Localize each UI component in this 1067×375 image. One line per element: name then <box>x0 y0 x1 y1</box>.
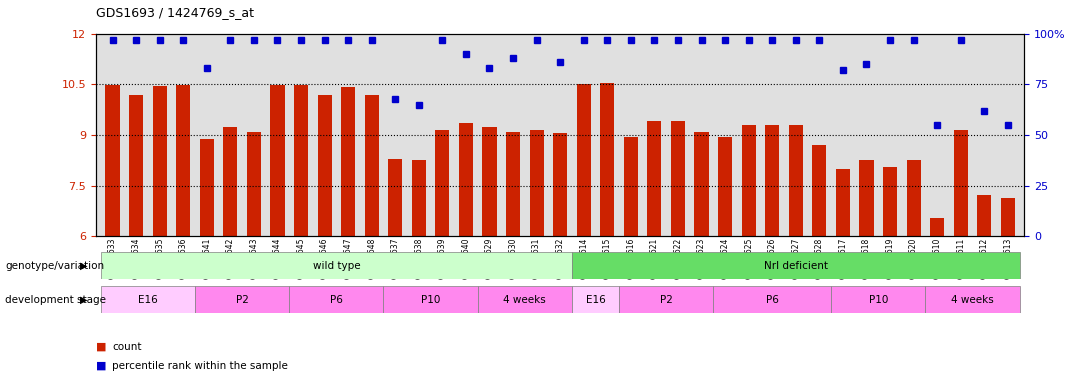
Bar <box>883 167 897 236</box>
Bar <box>388 159 402 236</box>
Bar <box>106 86 120 236</box>
Bar <box>714 286 831 313</box>
Bar <box>223 127 237 236</box>
Bar <box>459 123 473 236</box>
Text: count: count <box>112 342 142 352</box>
Bar <box>954 130 968 236</box>
Bar <box>925 286 1020 313</box>
Bar <box>977 195 991 236</box>
Bar <box>624 137 638 236</box>
Text: Nrl deficient: Nrl deficient <box>764 261 828 271</box>
Bar <box>341 87 355 236</box>
Bar <box>435 130 449 236</box>
Bar <box>383 286 478 313</box>
Bar <box>506 132 520 236</box>
Bar <box>553 133 568 236</box>
Bar <box>831 286 925 313</box>
Text: P6: P6 <box>766 295 779 304</box>
Text: genotype/variation: genotype/variation <box>5 261 105 271</box>
Text: E16: E16 <box>586 295 605 304</box>
Bar <box>478 286 572 313</box>
Bar <box>195 286 289 313</box>
Bar <box>742 125 755 236</box>
Text: 4 weeks: 4 weeks <box>504 295 546 304</box>
Bar <box>412 160 426 236</box>
Bar <box>129 94 143 236</box>
Bar <box>176 86 190 236</box>
Text: 4 weeks: 4 weeks <box>951 295 993 304</box>
Bar <box>289 286 383 313</box>
Bar <box>930 217 944 236</box>
Bar <box>200 139 213 236</box>
Text: P10: P10 <box>869 295 888 304</box>
Bar <box>100 286 195 313</box>
Bar <box>270 86 285 236</box>
Bar <box>293 86 308 236</box>
Text: P2: P2 <box>659 295 672 304</box>
Bar <box>619 286 714 313</box>
Text: E16: E16 <box>138 295 158 304</box>
Text: P10: P10 <box>420 295 441 304</box>
Bar <box>529 130 544 236</box>
Bar <box>153 86 166 236</box>
Bar <box>482 127 496 236</box>
Bar <box>695 132 708 236</box>
Bar <box>572 252 1020 279</box>
Bar <box>859 160 874 236</box>
Text: wild type: wild type <box>313 261 361 271</box>
Bar <box>100 252 572 279</box>
Bar <box>718 137 732 236</box>
Text: GDS1693 / 1424769_s_at: GDS1693 / 1424769_s_at <box>96 6 254 19</box>
Bar <box>318 94 332 236</box>
Bar <box>765 125 779 236</box>
Text: percentile rank within the sample: percentile rank within the sample <box>112 361 288 370</box>
Text: P2: P2 <box>236 295 249 304</box>
Bar <box>835 169 850 236</box>
Text: ■: ■ <box>96 342 107 352</box>
Bar <box>576 84 591 236</box>
Text: ▶: ▶ <box>80 261 87 271</box>
Text: ▶: ▶ <box>80 295 87 304</box>
Bar <box>572 286 619 313</box>
Bar <box>365 94 379 236</box>
Bar <box>648 122 662 236</box>
Bar <box>789 125 802 236</box>
Bar <box>907 160 921 236</box>
Text: development stage: development stage <box>5 295 107 304</box>
Bar <box>601 83 615 236</box>
Text: P6: P6 <box>330 295 343 304</box>
Bar <box>1001 198 1015 236</box>
Bar <box>246 132 261 236</box>
Bar <box>812 145 827 236</box>
Bar <box>671 122 685 236</box>
Text: ■: ■ <box>96 361 107 370</box>
